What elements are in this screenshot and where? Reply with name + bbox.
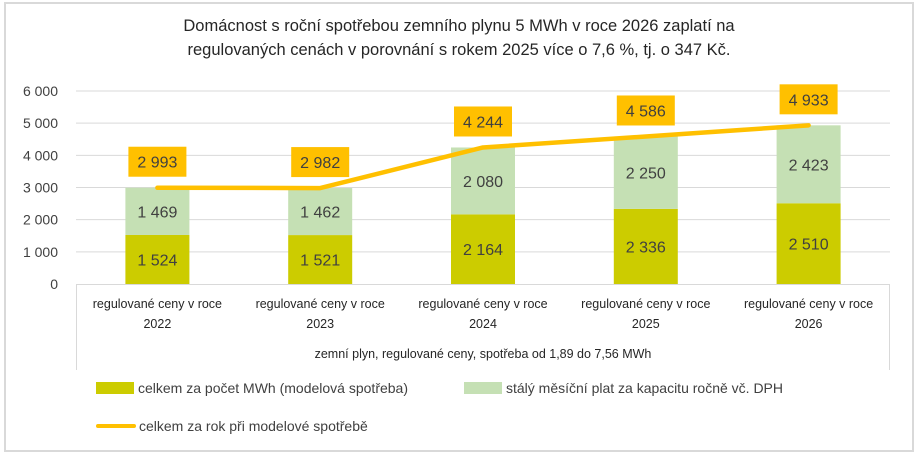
category-label-line-1: regulované ceny v roce [744, 297, 873, 311]
category-labels: regulované ceny v roce 2022 regulované cen… [93, 297, 873, 331]
data-label-total-box [779, 84, 838, 115]
category-label-line-2: 2025 [632, 317, 660, 331]
y-tick-label: 4 000 [23, 147, 58, 163]
category-label-line-2: 2023 [306, 317, 334, 331]
y-tick-label: 3 000 [23, 180, 58, 196]
chart-title-line-1: Domácnost s roční spotřebou zemního plyn… [183, 17, 735, 35]
data-label-energy: 2 164 [463, 242, 503, 259]
data-label-capacity: 2 080 [463, 174, 503, 191]
y-tick-label: 6 000 [23, 83, 58, 99]
data-label-total-box [128, 146, 187, 177]
legend-label-energy: celkem za počet MWh (modelová spotřeba) [138, 380, 408, 396]
data-label-capacity: 2 423 [789, 157, 829, 174]
data-label-total: 4 933 [789, 92, 829, 109]
data-label-capacity: 1 462 [300, 205, 340, 222]
bar-energy [613, 208, 678, 284]
y-tick-label: 1 000 [23, 244, 58, 260]
category-label-line-1: regulované ceny v roce [256, 297, 385, 311]
x-axis-title: zemní plyn, regulované ceny, spotřeba od… [315, 347, 652, 361]
legend-swatch-capacity [464, 382, 502, 394]
data-label-total: 2 982 [300, 155, 340, 172]
category-label-line-2: 2026 [795, 317, 823, 331]
chart-title: Domácnost s roční spotřebou zemního plyn… [0, 14, 918, 62]
bars [125, 125, 841, 284]
category-label-line-2: 2022 [143, 317, 171, 331]
legend-swatch-energy [96, 382, 134, 394]
data-labels: 1 524 1 469 1 521 1 462 2 164 2 080 2 336 2 250… [128, 84, 838, 270]
bar-capacity [125, 187, 190, 235]
bar-capacity [451, 147, 515, 215]
bar-energy [125, 234, 190, 284]
category-axis-box [76, 284, 890, 370]
y-tick-label: 0 [50, 276, 58, 292]
bar-capacity [613, 136, 678, 209]
chart-title-line-2: regulovaných cenách v porovnání s rokem … [187, 41, 731, 59]
category-label-line-1: regulované ceny v roce [93, 297, 222, 311]
data-label-total-box [291, 147, 350, 178]
data-label-total-box [454, 106, 512, 137]
data-label-energy: 2 510 [789, 237, 829, 254]
bar-energy [776, 203, 841, 284]
data-label-total: 4 244 [463, 114, 503, 131]
data-label-total: 2 993 [137, 155, 177, 172]
legend-label-capacity: stálý měsíční plat za kapacitu ročně vč.… [506, 380, 783, 396]
legend-item-energy: celkem za počet MWh (modelová spotřeba) [96, 380, 408, 396]
legend-item-capacity: stálý měsíční plat za kapacitu ročně vč.… [464, 380, 783, 396]
legend-label-total: celkem za rok při modelové spotřebě [139, 418, 368, 434]
bar-capacity [288, 188, 353, 236]
data-label-energy: 1 524 [137, 252, 177, 269]
data-label-total-box [616, 95, 675, 126]
total-line [155, 123, 811, 191]
data-label-energy: 2 336 [626, 239, 666, 256]
category-label-line-1: regulované ceny v roce [581, 297, 710, 311]
bar-energy [288, 235, 353, 284]
data-label-energy: 1 521 [300, 253, 340, 270]
category-label-line-1: regulované ceny v roce [418, 297, 547, 311]
legend-item-total: celkem za rok při modelové spotřebě [96, 418, 368, 434]
data-label-total: 4 586 [626, 103, 666, 120]
data-label-capacity: 2 250 [626, 166, 666, 183]
bar-energy [451, 214, 515, 284]
legend-line-total [96, 424, 136, 428]
data-label-capacity: 1 469 [137, 204, 177, 221]
category-label-line-2: 2024 [469, 317, 497, 331]
y-tick-label: 2 000 [23, 212, 58, 228]
bar-capacity [776, 125, 841, 204]
y-tick-label: 5 000 [23, 115, 58, 131]
y-axis-ticks: 0 1 000 2 000 3 000 4 000 5 000 6 000 [23, 83, 58, 292]
